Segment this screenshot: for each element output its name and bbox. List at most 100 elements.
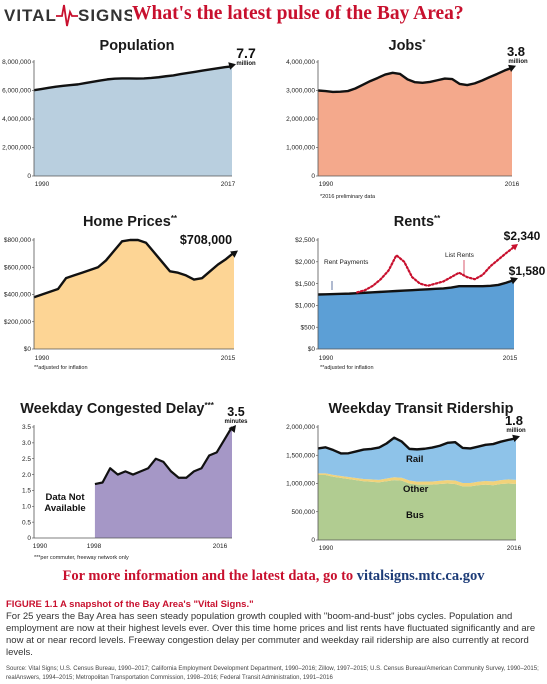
population-ytick-label: 4,000,000 — [2, 116, 31, 123]
figure-title: FIGURE 1.1 A snapshot of the Bay Area's … — [6, 599, 254, 610]
home_prices-title-suffix: ** — [171, 214, 178, 223]
jobs-xtick-label: 1990 — [319, 181, 334, 188]
list-rents-line — [356, 245, 516, 294]
rent-payments-line — [317, 278, 515, 296]
congestion-ytick-label: 1.0 — [22, 503, 31, 510]
congestion-ytick-label: 0.5 — [22, 519, 31, 526]
congestion-ytick-label: 2.5 — [22, 456, 31, 463]
rents-ytick-label: $2,000 — [295, 259, 315, 266]
jobs-ytick-label: 2,000,000 — [286, 116, 315, 123]
congestion-end-value: 3.5 — [227, 405, 244, 419]
jobs-end-unit: million — [508, 59, 528, 65]
population-title: Population — [100, 38, 175, 54]
rents-ytick-label: $2,500 — [295, 237, 315, 244]
jobs-xtick-label: 2016 — [505, 181, 520, 188]
logo-text-vital: VITAL — [4, 6, 57, 25]
rents-xtick-label: 2015 — [503, 355, 518, 362]
home-prices-line-arrowhead — [230, 250, 238, 258]
jobs-ytick-label: 4,000,000 — [286, 59, 315, 66]
congestion-xtick-label: 1998 — [87, 543, 102, 550]
transit-ytick-label: 0 — [311, 537, 315, 544]
transit-ytick-label: 2,000,000 — [286, 424, 315, 431]
population-end-value: 7.7 — [236, 45, 256, 61]
population-area — [34, 66, 232, 176]
transit-total-line — [317, 436, 517, 455]
congestion-ytick-label: 3.0 — [22, 440, 31, 447]
rents-xtick-label: 1990 — [319, 355, 334, 362]
population-line-arrowhead — [228, 62, 236, 70]
rents-footnote: **adjusted for inflation — [320, 365, 374, 371]
population-xtick-label: 2017 — [221, 181, 236, 188]
home-prices-area — [34, 240, 234, 349]
home_prices-ytick-label: $0 — [24, 346, 32, 353]
rent-payments-label: Rent Payments — [324, 259, 369, 266]
congestion-xtick-label: 2016 — [213, 543, 228, 550]
rents-ytick-label: $1,500 — [295, 281, 315, 288]
congestion-ytick-label: 2.0 — [22, 472, 31, 479]
rent-payments-line-arrowhead — [510, 277, 518, 285]
vital-signs-url[interactable]: vitalsigns.mtc.ca.gov — [356, 568, 485, 584]
more-info-text: For more information and the latest data… — [62, 568, 357, 584]
home-prices-footnote: **adjusted for inflation — [34, 365, 88, 371]
home-prices-line — [33, 238, 235, 299]
congestion-title-suffix: *** — [204, 401, 214, 410]
jobs-title-suffix: * — [422, 38, 426, 47]
congestion-area — [94, 427, 232, 538]
jobs-end-value: 3.8 — [507, 44, 525, 59]
congestion-title: Weekday Congested Delay*** — [20, 401, 215, 417]
jobs-line — [317, 66, 513, 94]
rents-chart: Rents** $0 $500 $1,000 $1,500 $2,000 $2,500 199… — [295, 214, 546, 371]
transit-total-line-arrowhead — [512, 434, 520, 443]
jobs-footnote: *2016 preliminary data — [320, 194, 376, 200]
list-rents-arrowhead — [511, 243, 518, 251]
bus-label: Bus — [406, 510, 424, 521]
jobs-line-arrowhead — [508, 64, 516, 72]
bus-area — [318, 475, 516, 540]
transit-ytick-label: 500,000 — [292, 509, 316, 516]
rents-ytick-label: $1,000 — [295, 303, 315, 310]
jobs-ytick-label: 0 — [311, 173, 315, 180]
rail-label: Rail — [406, 454, 423, 465]
population-chart: Population 0 2,000,000 4,000,000 6,000,000 8,… — [2, 38, 256, 188]
home_prices-ytick-label: $800,000 — [4, 237, 31, 244]
heartbeat-line-icon — [56, 4, 78, 27]
congestion-ytick-label: 1.5 — [22, 488, 31, 495]
congestion-footnote: ***per commuter, freeway network only — [34, 555, 129, 561]
figure-text: For 25 years the Bay Area has seen stead… — [6, 611, 536, 658]
transit-xtick-label: 2016 — [507, 545, 522, 552]
rent-payments-area — [318, 280, 514, 349]
population-ytick-label: 2,000,000 — [2, 145, 31, 152]
home-prices-end-value: $708,000 — [180, 233, 232, 247]
transit-xtick-label: 1990 — [319, 545, 334, 552]
figure-source: Source: Vital Signs; U.S. Census Bureau,… — [6, 666, 539, 681]
more-info-line: For more information and the latest data… — [0, 568, 547, 585]
home_prices-xtick-label: 2015 — [221, 355, 236, 362]
data-not-available-line2: Available — [44, 503, 85, 514]
population-ytick-label: 0 — [27, 173, 31, 180]
list-rents-label: List Rents — [445, 252, 475, 259]
headline: What's the latest pulse of the Bay Area? — [132, 3, 464, 24]
transit-ridership-chart: Weekday Transit Ridership 0 500,000 1,000,0… — [286, 401, 526, 552]
transit-end-unit: million — [506, 428, 526, 434]
transit-title: Weekday Transit Ridership — [328, 401, 513, 417]
congestion-xtick-label: 1990 — [33, 543, 48, 550]
jobs-ytick-label: 3,000,000 — [286, 88, 315, 95]
home_prices-ytick-label: $600,000 — [4, 264, 31, 271]
congestion-ytick-label: 3.5 — [22, 424, 31, 431]
population-line — [33, 65, 233, 92]
home-prices-chart: Home Prices** $0 $200,000 $400,000 $600,000 $… — [4, 214, 238, 371]
vital-signs-logo: VITAL SIGNS — [4, 4, 132, 27]
rents-title-suffix: ** — [434, 214, 441, 223]
figure-caption: FIGURE 1.1 A snapshot of the Bay Area's … — [6, 599, 541, 683]
home_prices-ytick-label: $400,000 — [4, 292, 31, 299]
other-area — [318, 473, 516, 487]
home_prices-ytick-label: $200,000 — [4, 319, 31, 326]
logo-text-signs: SIGNS — [78, 6, 132, 25]
transit-ytick-label: 1,500,000 — [286, 452, 315, 459]
population-xtick-label: 1990 — [35, 181, 50, 188]
rents-title: Rents** — [394, 214, 441, 230]
jobs-title: Jobs* — [389, 38, 427, 54]
jobs-chart: Jobs* 0 1,000,000 2,000,000 3,000,000 4,000,0… — [286, 38, 528, 200]
data-not-available-line1: Data Not — [45, 492, 85, 503]
population-end-unit: million — [236, 61, 256, 67]
